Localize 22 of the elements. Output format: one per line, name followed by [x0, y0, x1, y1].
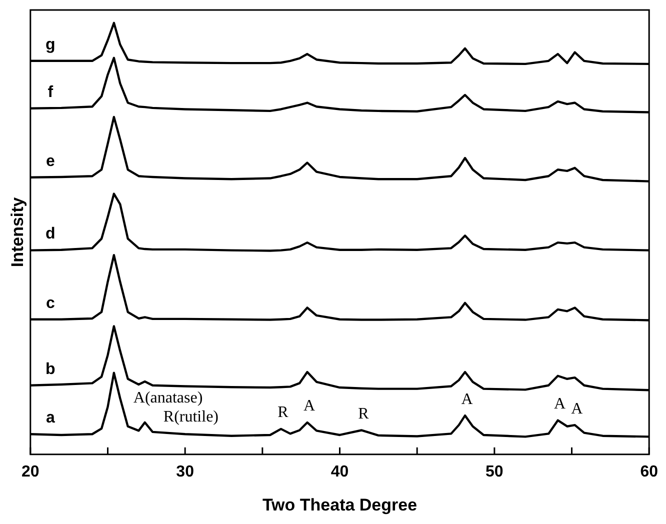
annotation: R: [358, 405, 370, 422]
annotation: R: [278, 404, 289, 422]
series-label: c: [46, 294, 55, 312]
annotation: A: [461, 390, 474, 408]
series-label: d: [46, 226, 56, 243]
y-axis-title: Intensity: [8, 196, 27, 268]
series-label: a: [46, 410, 55, 427]
x-tick-label: 60: [640, 463, 658, 480]
series-label: b: [46, 360, 56, 378]
series-label: f: [48, 84, 54, 101]
series-label: g: [46, 36, 56, 54]
x-tick-label: 50: [486, 463, 504, 480]
series-label: e: [46, 152, 55, 170]
annotation: R(rutile): [163, 408, 218, 426]
x-tick-label: 40: [330, 463, 349, 480]
x-axis-title: Two Theata Degree: [262, 495, 418, 514]
annotation: A(anatase): [133, 390, 203, 407]
annotation: A: [303, 398, 316, 415]
x-tick-label: 20: [22, 463, 40, 480]
x-tick-label: 30: [176, 463, 194, 480]
annotation: A: [571, 400, 584, 418]
annotation: A: [554, 396, 566, 413]
